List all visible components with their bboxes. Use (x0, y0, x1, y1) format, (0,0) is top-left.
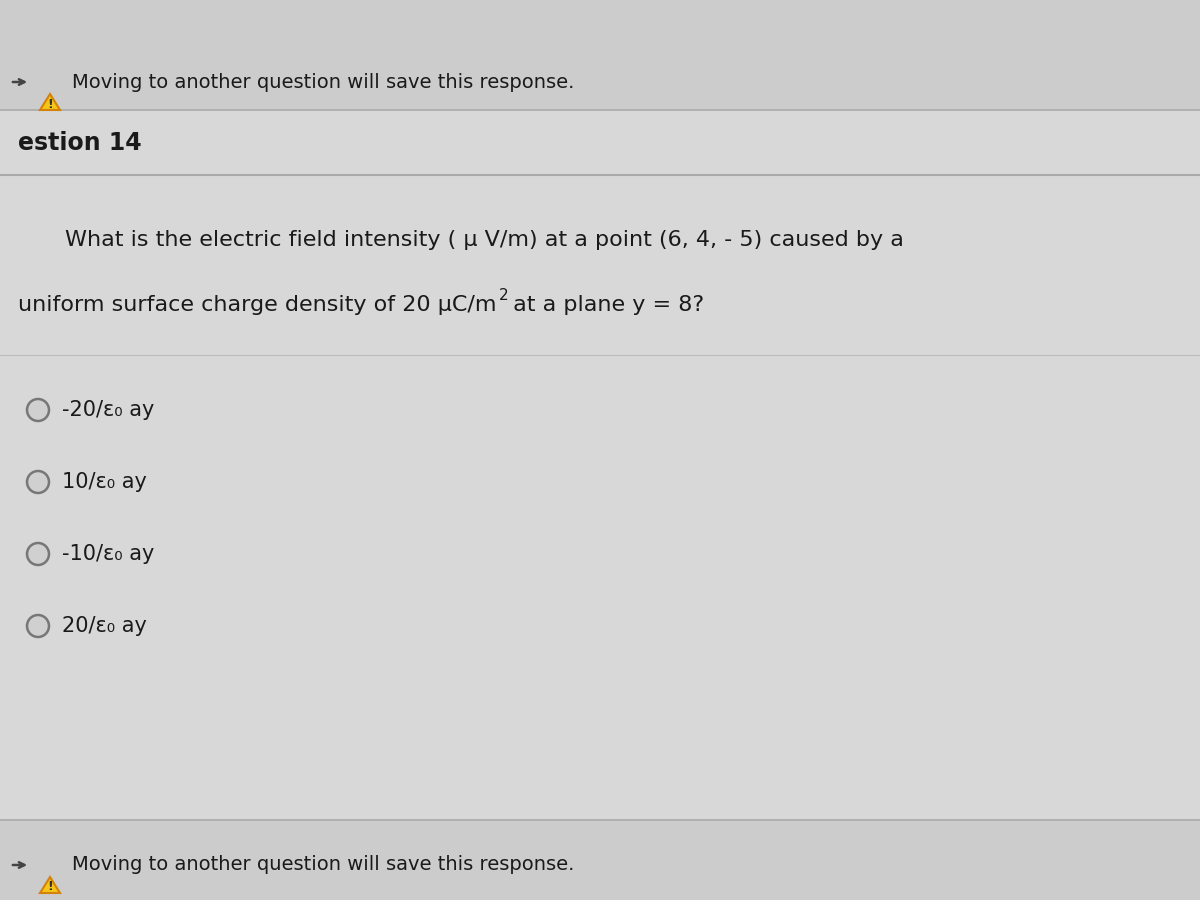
Circle shape (28, 543, 49, 565)
Circle shape (28, 399, 49, 421)
Text: !: ! (47, 97, 53, 111)
Circle shape (28, 471, 49, 493)
Text: -20/ε₀ ay: -20/ε₀ ay (62, 400, 155, 420)
Bar (0, 110, 1200, 175)
Text: uniform surface charge density of 20 μC/m: uniform surface charge density of 20 μC/… (18, 295, 497, 315)
Bar (0, 820, 1200, 900)
Text: 10/ε₀ ay: 10/ε₀ ay (62, 472, 146, 492)
Text: at a plane y = 8?: at a plane y = 8? (505, 295, 703, 315)
Text: Moving to another question will save this response.: Moving to another question will save thi… (72, 73, 575, 92)
Circle shape (28, 615, 49, 637)
Bar (0, 175, 1200, 820)
Text: estion 14: estion 14 (18, 130, 142, 155)
Text: 20/ε₀ ay: 20/ε₀ ay (62, 616, 146, 636)
Bar (0, 0, 1200, 110)
Polygon shape (40, 877, 60, 893)
Text: !: ! (47, 880, 53, 894)
Text: Moving to another question will save this response.: Moving to another question will save thi… (72, 856, 575, 875)
Polygon shape (40, 94, 60, 110)
Text: -10/ε₀ ay: -10/ε₀ ay (62, 544, 155, 564)
Text: 2: 2 (498, 289, 508, 303)
Text: uniform surface charge density of 20 μC/m: uniform surface charge density of 20 μC/… (18, 295, 497, 315)
Text: What is the electric field intensity ( μ V/m) at a point (6, 4, - 5) caused by a: What is the electric field intensity ( μ… (65, 230, 904, 250)
